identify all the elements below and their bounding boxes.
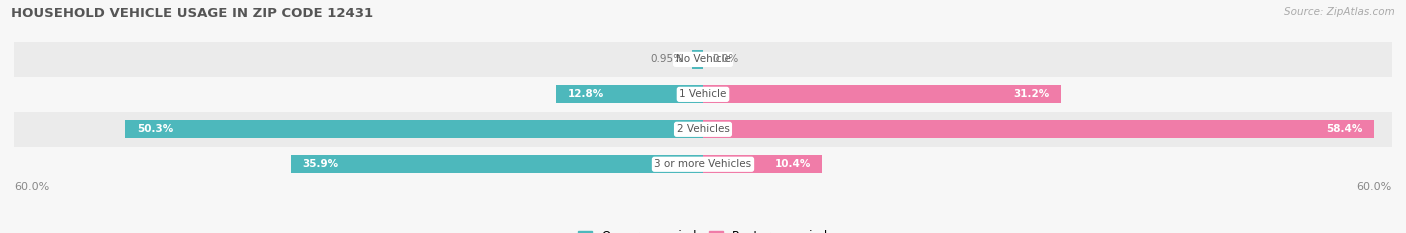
Text: 60.0%: 60.0% — [14, 182, 49, 192]
Bar — [14, 42, 1392, 77]
Text: 35.9%: 35.9% — [302, 159, 339, 169]
Text: No Vehicle: No Vehicle — [675, 55, 731, 64]
Bar — [703, 120, 1374, 138]
Text: Source: ZipAtlas.com: Source: ZipAtlas.com — [1284, 7, 1395, 17]
Bar — [125, 120, 703, 138]
Text: 3 or more Vehicles: 3 or more Vehicles — [654, 159, 752, 169]
Bar — [692, 50, 703, 69]
Bar — [14, 147, 1392, 182]
Text: 58.4%: 58.4% — [1326, 124, 1362, 134]
Text: 0.95%: 0.95% — [650, 55, 683, 64]
Bar — [703, 155, 823, 173]
Legend: Owner-occupied, Renter-occupied: Owner-occupied, Renter-occupied — [578, 230, 828, 233]
Text: 1 Vehicle: 1 Vehicle — [679, 89, 727, 99]
Bar — [703, 85, 1062, 103]
Text: 60.0%: 60.0% — [1357, 182, 1392, 192]
Bar — [555, 85, 703, 103]
Text: 50.3%: 50.3% — [136, 124, 173, 134]
Text: 0.0%: 0.0% — [713, 55, 738, 64]
Text: 12.8%: 12.8% — [568, 89, 603, 99]
Text: HOUSEHOLD VEHICLE USAGE IN ZIP CODE 12431: HOUSEHOLD VEHICLE USAGE IN ZIP CODE 1243… — [11, 7, 374, 20]
Text: 31.2%: 31.2% — [1014, 89, 1050, 99]
Bar — [14, 112, 1392, 147]
Text: 2 Vehicles: 2 Vehicles — [676, 124, 730, 134]
Bar — [14, 77, 1392, 112]
Text: 10.4%: 10.4% — [775, 159, 811, 169]
Bar — [291, 155, 703, 173]
